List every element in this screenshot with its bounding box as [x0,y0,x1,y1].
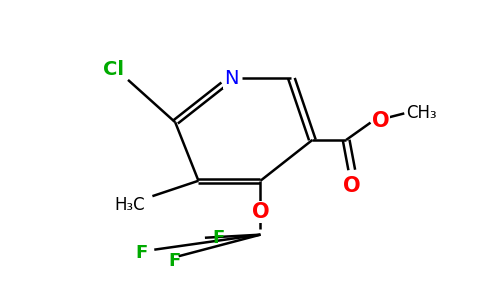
Text: O: O [252,202,269,222]
Text: F: F [212,229,225,247]
Text: O: O [343,176,361,196]
Text: Cl: Cl [103,60,123,79]
Text: CH₃: CH₃ [406,104,437,122]
Text: O: O [372,112,390,131]
Text: F: F [135,244,147,262]
Text: N: N [224,69,238,88]
Text: F: F [169,252,181,270]
Text: H₃C: H₃C [115,196,145,214]
